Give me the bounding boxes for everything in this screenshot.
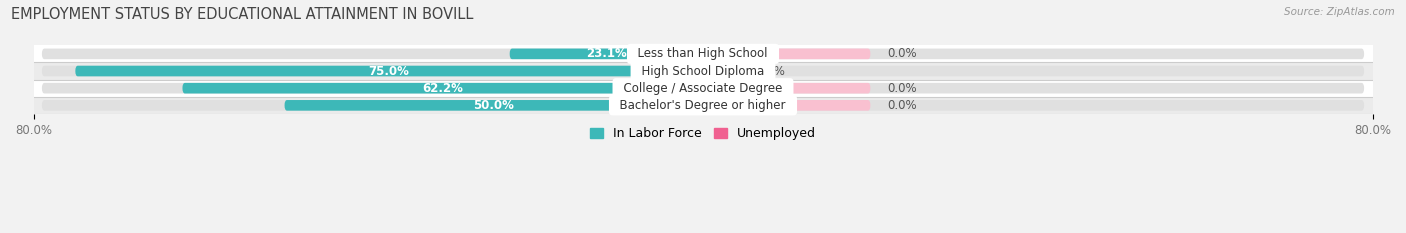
Text: 62.2%: 62.2% [422,82,463,95]
FancyBboxPatch shape [703,100,870,111]
Text: 0.0%: 0.0% [887,99,917,112]
FancyBboxPatch shape [42,100,1364,111]
FancyBboxPatch shape [183,83,703,93]
Text: High School Diploma: High School Diploma [634,65,772,78]
FancyBboxPatch shape [34,97,1372,114]
Text: 23.1%: 23.1% [586,47,627,60]
FancyBboxPatch shape [284,100,703,111]
FancyBboxPatch shape [34,62,1372,80]
Text: 4.2%: 4.2% [755,65,785,78]
Text: Less than High School: Less than High School [630,47,776,60]
FancyBboxPatch shape [703,83,870,93]
FancyBboxPatch shape [34,45,1372,62]
FancyBboxPatch shape [76,66,703,76]
FancyBboxPatch shape [510,48,703,59]
FancyBboxPatch shape [34,80,1372,97]
Text: Source: ZipAtlas.com: Source: ZipAtlas.com [1284,7,1395,17]
Text: 75.0%: 75.0% [368,65,409,78]
FancyBboxPatch shape [42,83,1364,93]
FancyBboxPatch shape [42,66,1364,76]
Text: Bachelor's Degree or higher: Bachelor's Degree or higher [613,99,793,112]
Text: 50.0%: 50.0% [474,99,515,112]
Legend: In Labor Force, Unemployed: In Labor Force, Unemployed [585,122,821,145]
Text: EMPLOYMENT STATUS BY EDUCATIONAL ATTAINMENT IN BOVILL: EMPLOYMENT STATUS BY EDUCATIONAL ATTAINM… [11,7,474,22]
FancyBboxPatch shape [703,66,738,76]
FancyBboxPatch shape [703,48,870,59]
Text: 0.0%: 0.0% [887,82,917,95]
Text: College / Associate Degree: College / Associate Degree [616,82,790,95]
Text: 0.0%: 0.0% [887,47,917,60]
FancyBboxPatch shape [42,48,1364,59]
